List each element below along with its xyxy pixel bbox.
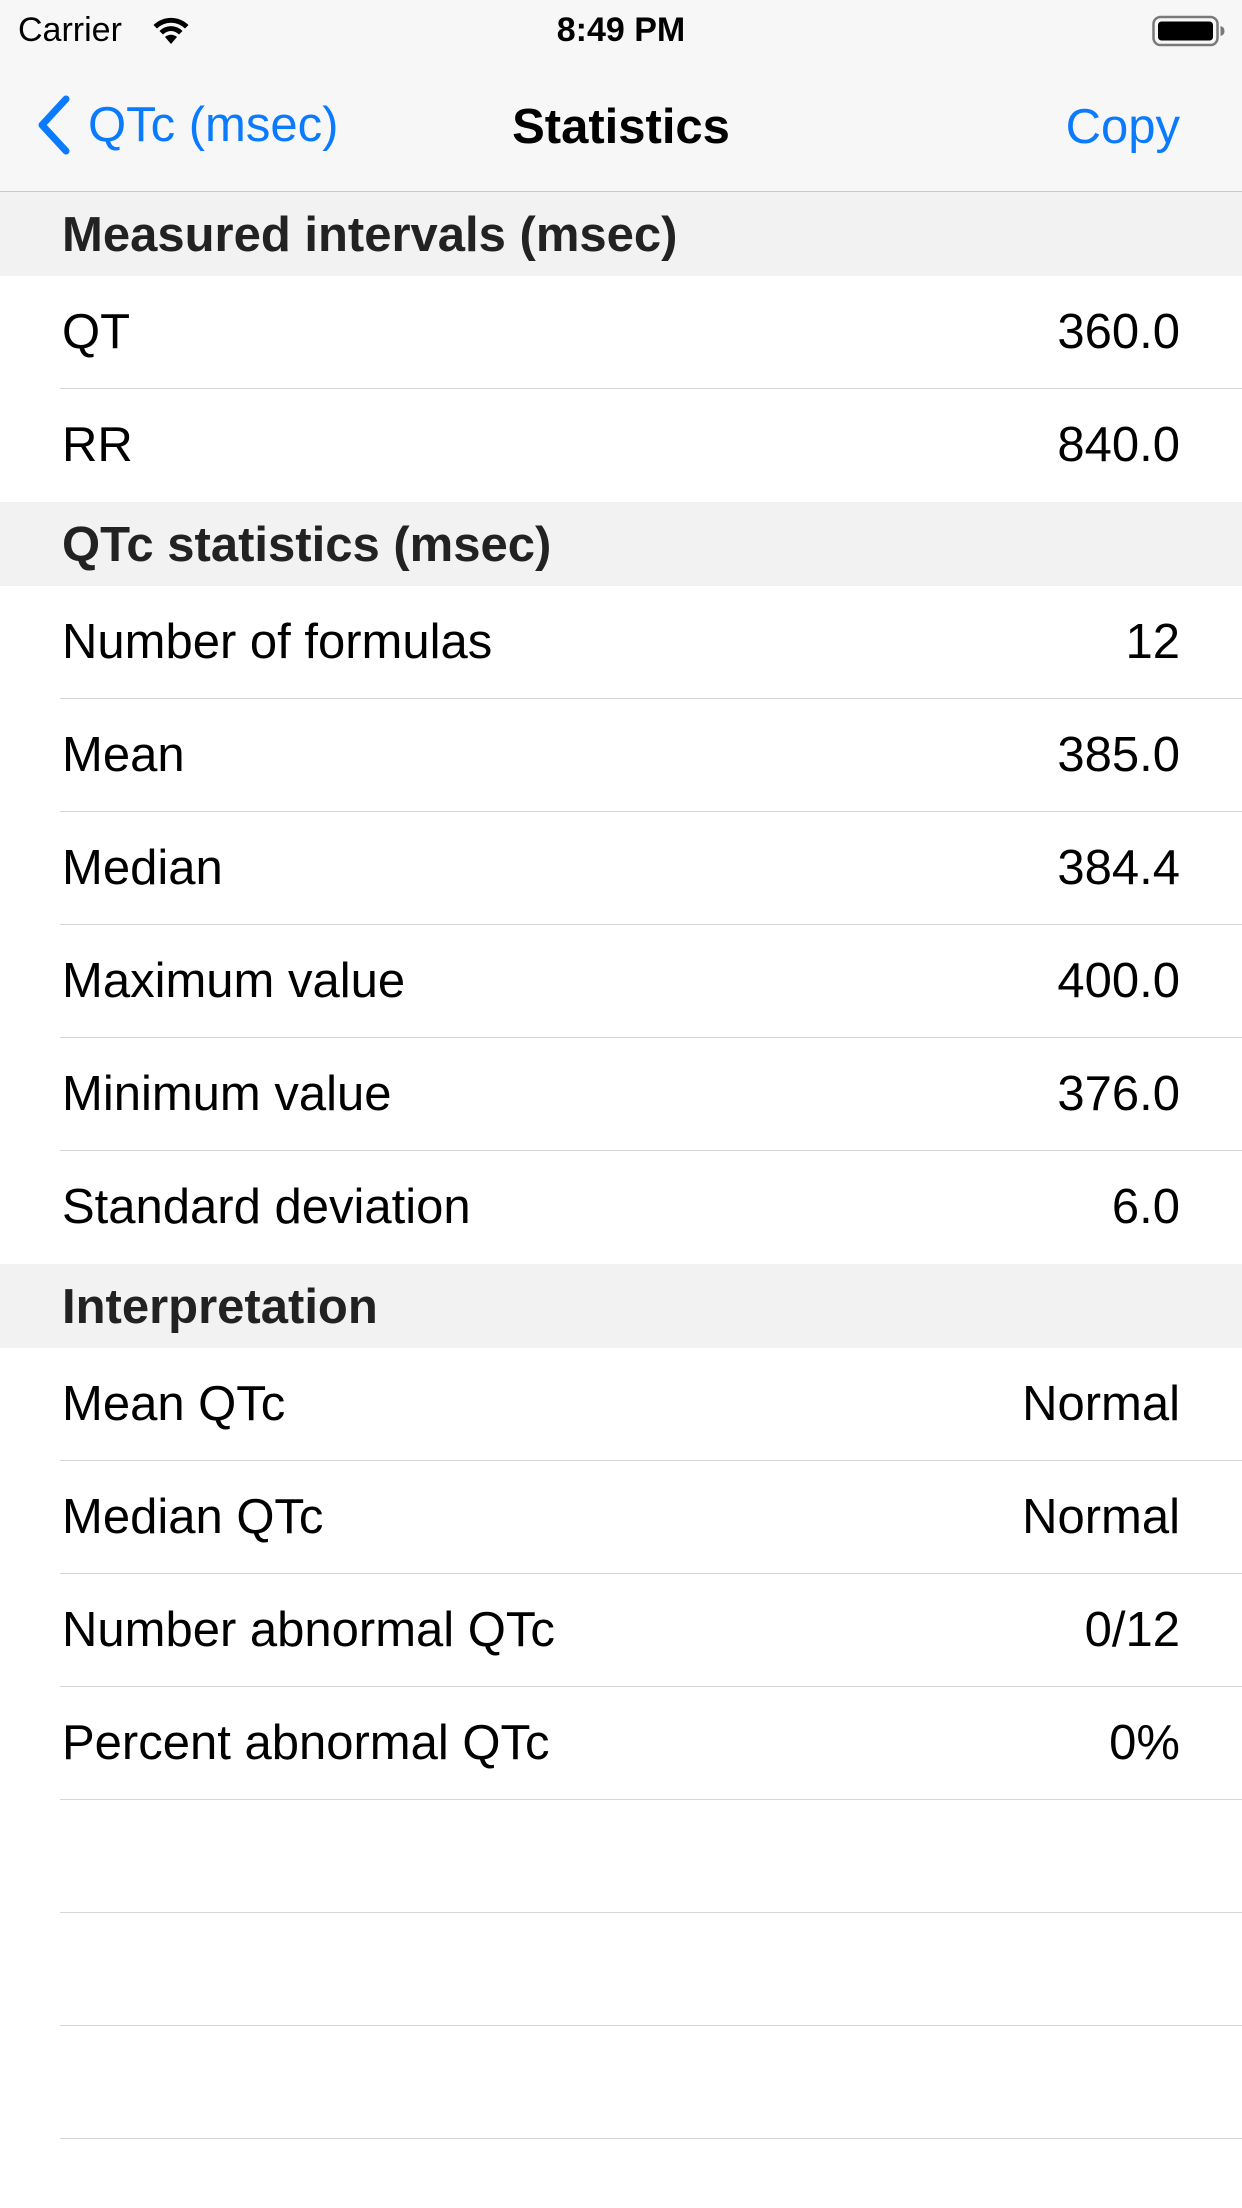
- row-label: Number abnormal QTc: [62, 1603, 555, 1657]
- table-row[interactable]: QT 360.0: [0, 276, 1242, 389]
- row-value: 6.0: [1111, 1180, 1180, 1234]
- row-label: Maximum value: [62, 954, 406, 1008]
- row-value: 12: [1125, 615, 1180, 669]
- statistics-table: Measured intervals (msec) QT 360.0 RR 84…: [0, 192, 1242, 2139]
- table-row[interactable]: RR 840.0: [0, 389, 1242, 502]
- row-value: Normal: [1022, 1490, 1180, 1544]
- table-row[interactable]: Percent abnormal QTc 0%: [0, 1687, 1242, 1800]
- table-row[interactable]: Number of formulas 12: [0, 586, 1242, 699]
- row-value: 360.0: [1057, 305, 1180, 359]
- table-row[interactable]: Median QTc Normal: [0, 1461, 1242, 1574]
- empty-row: [0, 1800, 1242, 1913]
- section-header-qtc-statistics: QTc statistics (msec): [0, 502, 1242, 586]
- row-label: QT: [62, 305, 131, 359]
- section-header-label: Interpretation: [62, 1280, 378, 1334]
- table-row[interactable]: Median 384.4: [0, 812, 1242, 925]
- wifi-icon: [153, 17, 189, 44]
- section-header-label: Measured intervals (msec): [62, 208, 678, 262]
- row-value: 385.0: [1057, 728, 1180, 782]
- section-header-measured-intervals: Measured intervals (msec): [0, 192, 1242, 276]
- row-value: 400.0: [1057, 954, 1180, 1008]
- back-button-label: QTc (msec): [88, 98, 339, 152]
- table-row[interactable]: Number abnormal QTc 0/12: [0, 1574, 1242, 1687]
- empty-row: [0, 2026, 1242, 2139]
- table-row[interactable]: Mean QTc Normal: [0, 1348, 1242, 1461]
- section-header-interpretation: Interpretation: [0, 1264, 1242, 1348]
- row-value: Normal: [1022, 1377, 1180, 1431]
- row-label: Number of formulas: [62, 615, 493, 669]
- row-label: Mean QTc: [62, 1377, 286, 1431]
- chevron-left-icon: [38, 95, 70, 155]
- back-button[interactable]: QTc (msec): [34, 90, 338, 160]
- row-label: Mean: [62, 728, 185, 782]
- row-value: 0%: [1109, 1716, 1180, 1770]
- row-value: 384.4: [1057, 841, 1180, 895]
- row-value: 840.0: [1057, 418, 1180, 472]
- row-label: Minimum value: [62, 1067, 392, 1121]
- row-label: RR: [62, 418, 133, 472]
- status-bar: Carrier 8:49 PM: [0, 0, 1242, 60]
- battery-icon: [1152, 15, 1225, 47]
- section-header-label: QTc statistics (msec): [62, 518, 552, 572]
- row-value: 376.0: [1057, 1067, 1180, 1121]
- carrier-label: Carrier: [18, 11, 122, 49]
- row-label: Median QTc: [62, 1490, 324, 1544]
- table-row[interactable]: Standard deviation 6.0: [0, 1151, 1242, 1264]
- status-time: 8:49 PM: [556, 11, 686, 49]
- row-label: Percent abnormal QTc: [62, 1716, 550, 1770]
- table-row[interactable]: Mean 385.0: [0, 699, 1242, 812]
- row-value: 0/12: [1084, 1603, 1180, 1657]
- navigation-bar: QTc (msec) Statistics Copy: [0, 60, 1242, 192]
- table-row[interactable]: Maximum value 400.0: [0, 925, 1242, 1038]
- row-label: Median: [62, 841, 223, 895]
- copy-button[interactable]: Copy: [1065, 100, 1180, 154]
- table-row[interactable]: Minimum value 376.0: [0, 1038, 1242, 1151]
- page-title: Statistics: [512, 100, 730, 154]
- row-label: Standard deviation: [62, 1180, 471, 1234]
- empty-row: [0, 1913, 1242, 2026]
